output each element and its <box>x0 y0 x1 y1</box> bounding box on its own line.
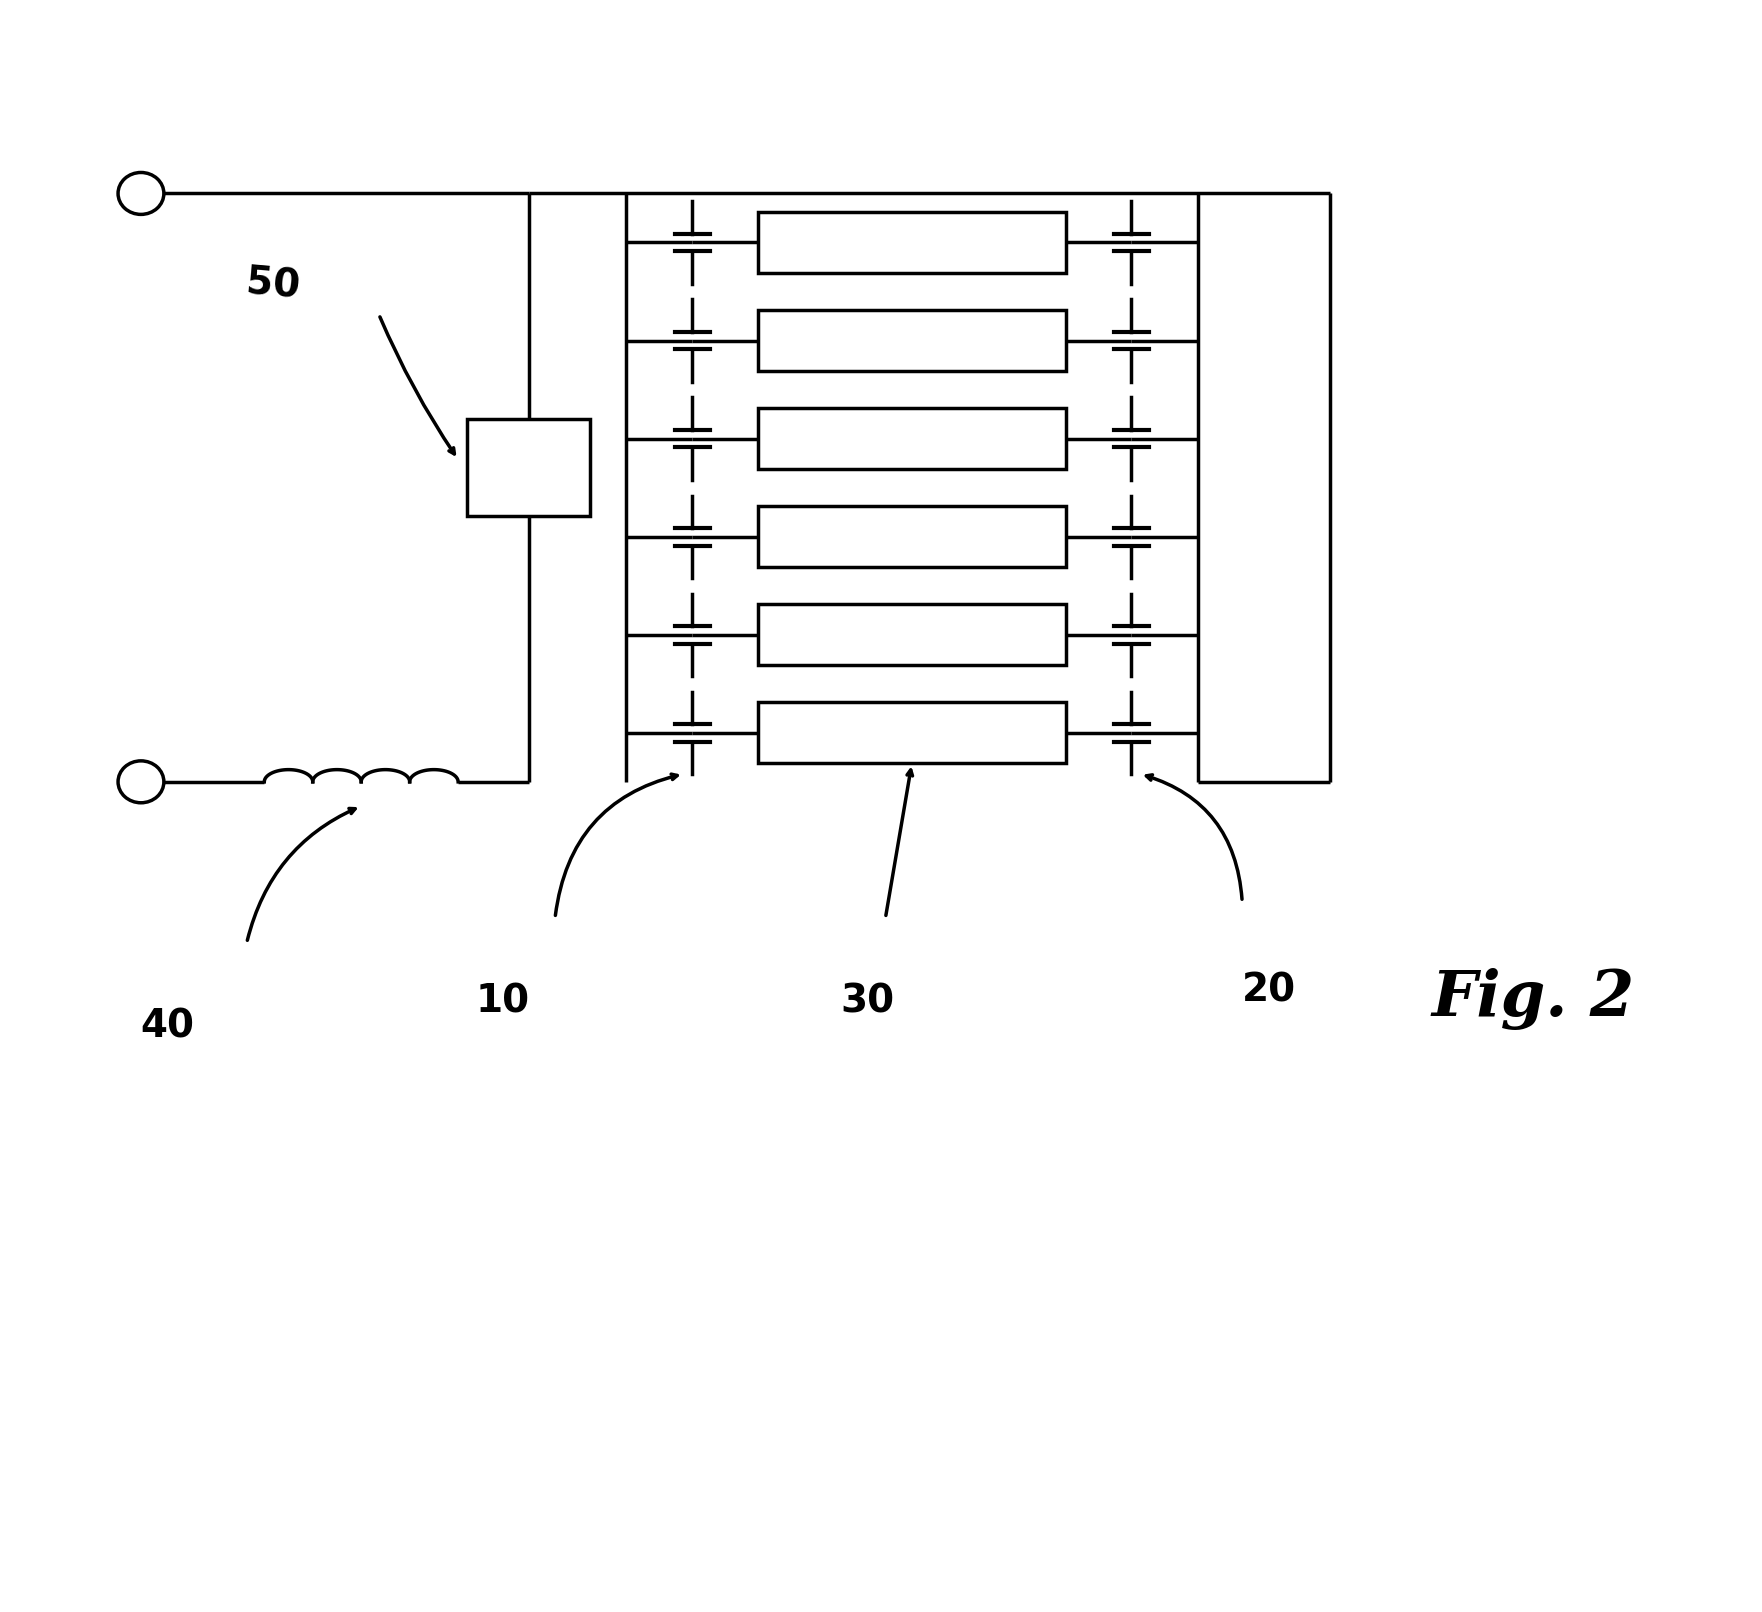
Text: 10: 10 <box>476 983 529 1020</box>
Text: 50: 50 <box>245 264 301 306</box>
Bar <box>467 419 590 516</box>
Bar <box>758 211 1066 272</box>
Text: 20: 20 <box>1242 972 1295 1009</box>
Text: 30: 30 <box>840 983 895 1020</box>
Bar <box>758 310 1066 371</box>
Bar <box>758 703 1066 764</box>
Text: 40: 40 <box>141 1008 194 1046</box>
Bar <box>758 506 1066 567</box>
Bar <box>758 408 1066 469</box>
Bar <box>758 604 1066 666</box>
Text: Fig. 2: Fig. 2 <box>1431 969 1635 1030</box>
